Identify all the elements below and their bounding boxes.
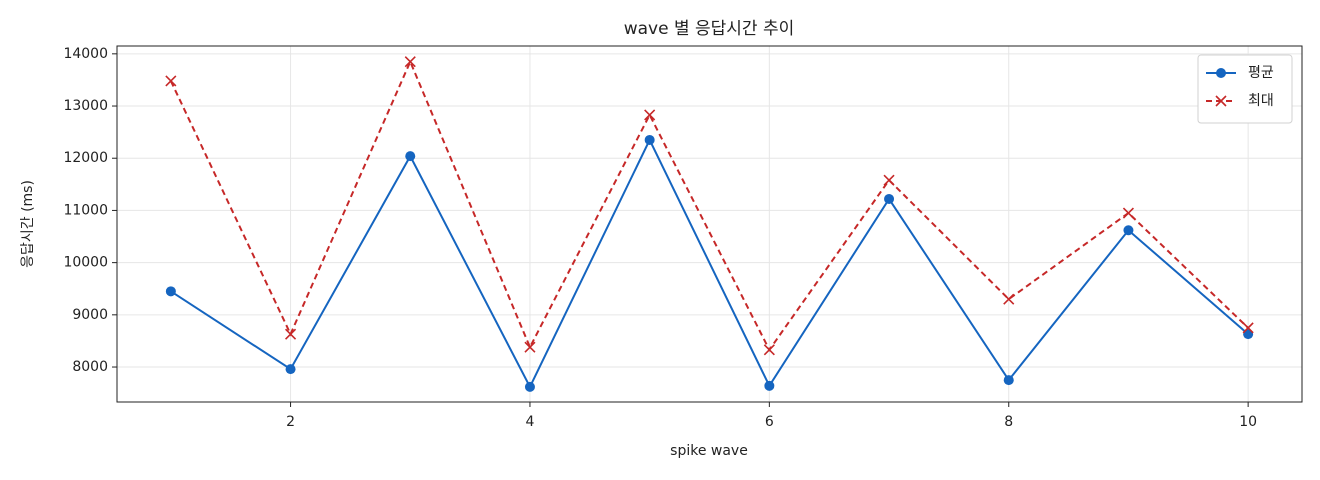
x-tick-label: 6 — [765, 414, 774, 430]
legend-label: 최대 — [1248, 93, 1274, 109]
x-axis-label: spike wave — [670, 443, 748, 459]
data-point — [405, 151, 416, 162]
x-tick-label: 8 — [1004, 414, 1013, 430]
data-point — [165, 75, 177, 87]
y-axis-label: 응답시간 (ms) — [20, 180, 36, 268]
data-point — [644, 109, 656, 121]
plot-frame — [116, 45, 1303, 403]
data-point — [884, 193, 895, 204]
data-point — [1003, 293, 1015, 305]
data-point — [883, 174, 895, 186]
data-point — [285, 364, 296, 375]
legend-label: 평균 — [1248, 65, 1274, 81]
series-line — [169, 59, 1249, 352]
data-point — [284, 328, 297, 340]
y-tick-label: 8000 — [72, 359, 108, 375]
data-point — [165, 286, 176, 297]
data-point — [1123, 225, 1134, 236]
chart-title: wave 별 응답시간 추이 — [624, 19, 795, 39]
y-tick-label: 12000 — [63, 150, 108, 166]
y-tick-label: 11000 — [63, 202, 108, 218]
y-tick-label: 14000 — [63, 46, 108, 62]
data-point — [1122, 207, 1135, 219]
series-line — [170, 137, 1249, 390]
x-tick-label: 4 — [525, 414, 534, 430]
y-tick-label: 13000 — [63, 98, 108, 114]
y-tick-label: 10000 — [63, 255, 108, 271]
data-point — [404, 56, 416, 68]
x-tick-label: 10 — [1239, 414, 1257, 430]
data-point — [524, 341, 536, 353]
data-point — [524, 381, 535, 392]
legend-box — [1197, 54, 1293, 124]
data-point — [1003, 375, 1014, 386]
legend-marker — [1215, 95, 1227, 107]
data-point — [1242, 322, 1254, 334]
legend-marker — [1216, 68, 1226, 78]
y-tick-label: 9000 — [72, 307, 108, 323]
data-point — [763, 344, 775, 356]
data-point — [1243, 329, 1254, 340]
data-point — [764, 380, 775, 391]
x-tick-label: 2 — [286, 414, 295, 430]
data-point — [644, 134, 655, 145]
